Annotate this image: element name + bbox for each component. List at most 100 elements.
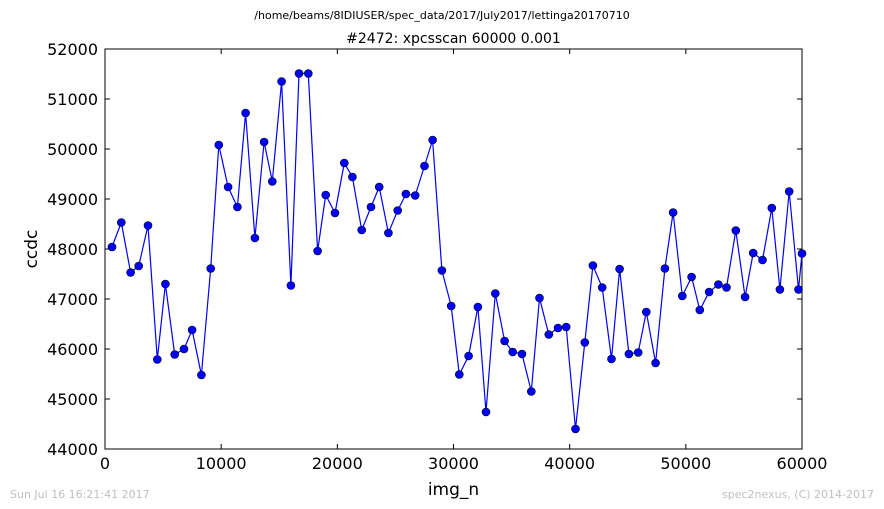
data-point [286, 281, 296, 290]
data-point [668, 208, 678, 217]
data-point [446, 301, 456, 311]
data-point [797, 249, 807, 258]
data-point [357, 225, 367, 235]
data-point [250, 233, 260, 243]
data-point [259, 137, 269, 147]
data-point [420, 161, 429, 171]
data-point [607, 354, 616, 364]
data-point [223, 182, 233, 192]
data-point [695, 305, 705, 315]
data-point [490, 289, 500, 298]
footer-timestamp: Sun Jul 16 16:21:41 2017 [10, 488, 150, 501]
data-point [401, 189, 411, 199]
data-point [277, 77, 286, 86]
y-tick-label: 45000 [47, 390, 98, 409]
data-point [170, 350, 179, 359]
data-point [241, 108, 250, 118]
data-point [313, 246, 322, 256]
y-axis-label: ccdc [22, 230, 42, 269]
data-point [384, 228, 393, 238]
x-tick-label: 60000 [777, 454, 828, 473]
data-point [233, 202, 242, 212]
x-tick-label: 0 [100, 454, 110, 473]
y-tick-label: 48000 [47, 240, 98, 259]
data-point [553, 323, 563, 333]
data-point [437, 266, 447, 275]
x-tick-label: 30000 [428, 454, 479, 473]
plot-frame [104, 48, 803, 450]
data-point [206, 264, 215, 273]
x-tick-label: 40000 [544, 454, 595, 473]
data-point [473, 302, 483, 312]
data-point [535, 293, 544, 303]
data-point [126, 268, 135, 277]
data-point [393, 206, 403, 215]
data-point [187, 325, 197, 335]
data-point [615, 264, 624, 274]
data-point [321, 190, 331, 200]
x-axis-label: img_n [428, 480, 479, 500]
x-tick-label: 50000 [660, 454, 711, 473]
data-point [410, 191, 420, 200]
data-point [748, 248, 758, 258]
data-point [758, 255, 767, 265]
data-point [143, 221, 153, 230]
data-point [454, 370, 464, 379]
data-point [526, 387, 536, 396]
y-tick-label: 47000 [47, 290, 98, 309]
data-point [775, 285, 785, 294]
data-point [651, 358, 660, 368]
data-point [714, 280, 723, 289]
y-tick-label: 46000 [47, 340, 98, 359]
file-path-title: /home/beams/8IDIUSER/spec_data/2017/July… [254, 9, 630, 22]
data-point [731, 226, 741, 235]
y-tick-label: 52000 [47, 40, 98, 59]
data-point [303, 69, 313, 78]
data-point [561, 322, 571, 332]
data-point [267, 177, 277, 186]
data-point [374, 182, 384, 192]
data-point [179, 344, 189, 354]
data-point [677, 291, 687, 301]
x-tick-label: 20000 [312, 454, 363, 473]
data-point [339, 158, 349, 168]
y-tick-label: 51000 [47, 90, 98, 109]
data-point [464, 351, 473, 361]
data-point [641, 307, 651, 317]
data-point [624, 349, 634, 359]
data-point [197, 370, 206, 380]
data-point [588, 261, 598, 270]
data-point [366, 202, 376, 212]
data-point [134, 261, 143, 271]
data-point [544, 330, 554, 339]
data-point [784, 187, 794, 196]
data-point [481, 407, 491, 417]
data-point [740, 292, 750, 302]
footer-credit: spec2nexus, (C) 2014-2017 [722, 488, 874, 501]
data-point [767, 203, 777, 213]
data-point [722, 283, 731, 292]
data-point [500, 336, 509, 346]
data-point [330, 208, 340, 218]
data-point [517, 349, 527, 359]
data-point [660, 264, 670, 273]
data-point [508, 347, 518, 357]
data-point [571, 424, 580, 434]
data-point [161, 279, 170, 289]
data-point [428, 135, 437, 145]
data-point [633, 348, 643, 357]
data-point [153, 355, 162, 364]
chart-title: #2472: xpcsscan 60000 0.001 [346, 31, 561, 47]
data-point [214, 140, 224, 150]
data-point [107, 242, 117, 252]
y-tick-label: 44000 [47, 440, 98, 459]
data-point [348, 172, 357, 182]
y-tick-label: 50000 [47, 140, 98, 159]
y-tick-label: 49000 [47, 190, 98, 209]
data-point [687, 272, 696, 282]
data-point [117, 218, 126, 227]
data-point [580, 338, 590, 347]
data-point [794, 285, 803, 294]
data-point [294, 69, 304, 78]
